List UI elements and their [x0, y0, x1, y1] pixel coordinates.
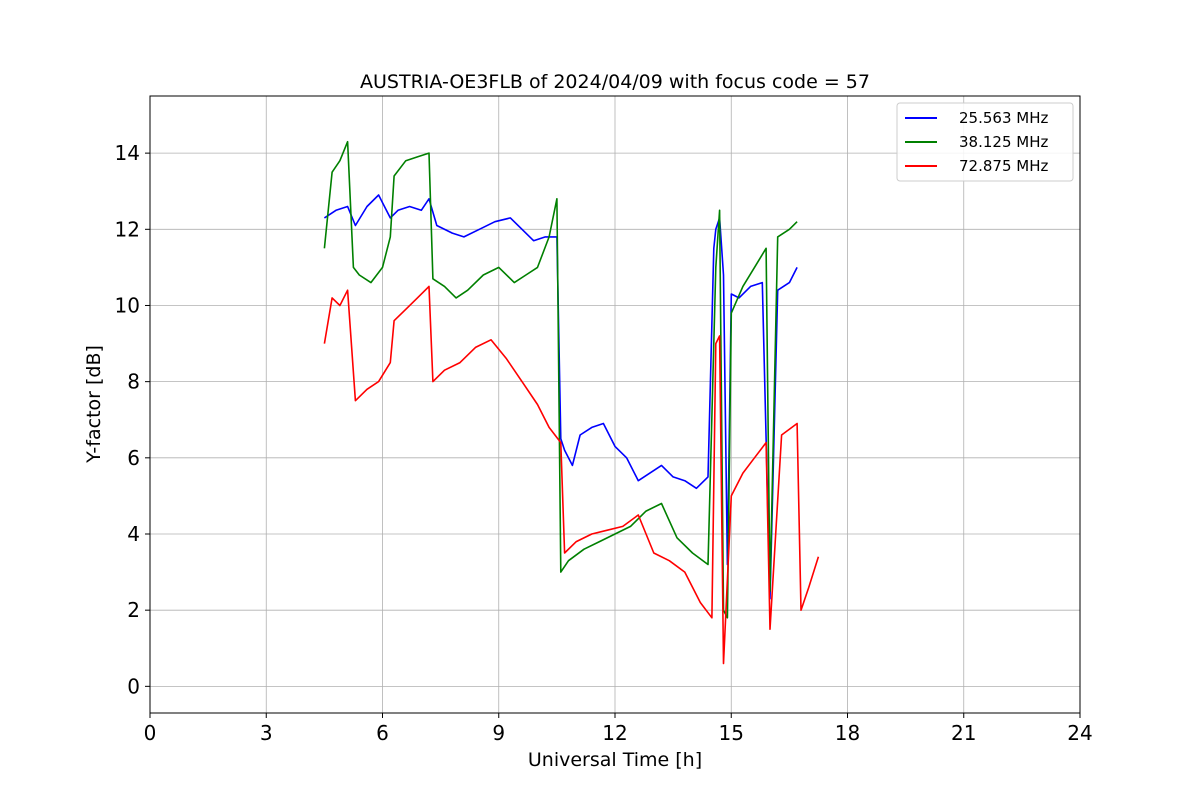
- series-line-3: [323, 285, 820, 665]
- legend-entry-label: 72.875 MHz: [959, 157, 1048, 175]
- legend-box: [896, 102, 1074, 182]
- y-tick-label: 8: [127, 370, 140, 394]
- y-tick-label: 14: [115, 141, 140, 165]
- x-tick-label: 9: [492, 721, 505, 745]
- legend-entry-label: 25.563 MHz: [959, 109, 1048, 127]
- x-axis-label: Universal Time [h]: [528, 749, 702, 771]
- chart-title: AUSTRIA-OE3FLB of 2024/04/09 with focus …: [360, 71, 870, 93]
- series-line-2: [323, 140, 798, 619]
- legend-entry-label: 38.125 MHz: [959, 133, 1048, 151]
- x-tick-label: 6: [376, 721, 389, 745]
- y-axis-label: Y-factor [dB]: [83, 345, 105, 464]
- x-tick-label: 12: [602, 721, 627, 745]
- x-tick-label: 3: [260, 721, 273, 745]
- series-layer: [323, 140, 820, 665]
- y-tick-label: 10: [115, 293, 140, 317]
- legend: 25.563 MHz 38.125 MHz 72.875 MHz: [896, 102, 1074, 182]
- x-tick-label: 15: [719, 721, 744, 745]
- x-tick-label: 21: [951, 721, 976, 745]
- y-tick-label: 12: [115, 217, 140, 241]
- y-tick-label: 2: [127, 598, 140, 622]
- x-tick-label: 0: [144, 721, 157, 745]
- x-tick-label: 24: [1067, 721, 1092, 745]
- y-tick-label: 0: [127, 674, 140, 698]
- x-tick-label: 18: [835, 721, 860, 745]
- y-tick-label: 6: [127, 446, 140, 470]
- y-tick-label: 4: [127, 522, 140, 546]
